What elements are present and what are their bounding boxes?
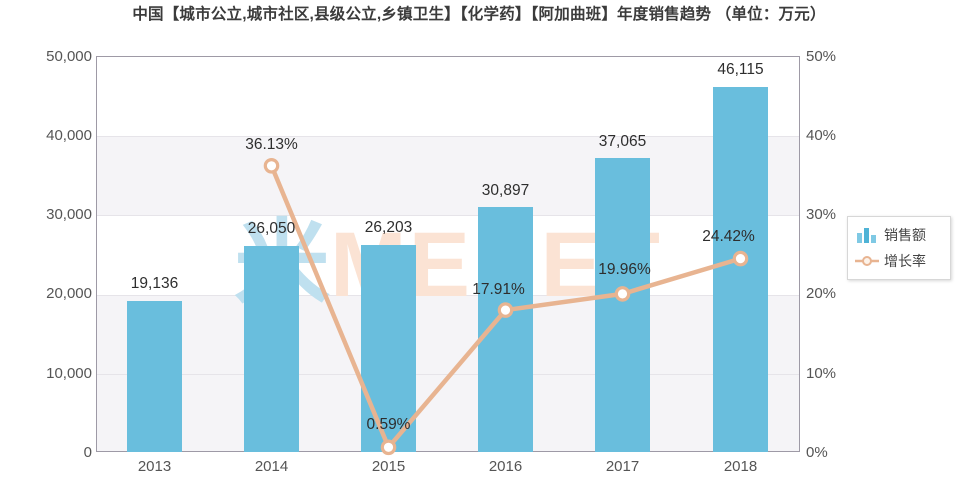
growth-label-2017: 19.96%	[598, 261, 651, 278]
bar-2018[interactable]	[713, 86, 768, 452]
bar-label-2013: 19,136	[130, 275, 179, 292]
y-axis-left-tick: 50,000	[46, 48, 92, 65]
bar-2014[interactable]	[244, 245, 299, 452]
bar-2015[interactable]	[361, 244, 416, 452]
x-axis-tick-2018: 2018	[723, 458, 758, 475]
plot-band	[97, 136, 799, 216]
growth-label-2016: 17.91%	[472, 281, 525, 298]
line-series-growthrate	[96, 56, 800, 456]
bar-label-2015: 26,203	[364, 219, 413, 236]
marker-2015[interactable]	[380, 439, 397, 456]
legend-item-salesamount[interactable]: 销售额	[854, 222, 946, 248]
growth-rate-markers	[263, 158, 749, 456]
y-axis-left-tick: 30,000	[46, 206, 92, 223]
y-axis-right-tick: 30%	[806, 206, 837, 223]
legend-item-growthrate[interactable]: 增长率	[854, 248, 946, 274]
x-axis-tick-2016: 2016	[488, 458, 523, 475]
growth-rate-line-svg	[263, 158, 749, 456]
bar-chart-icon	[854, 226, 880, 244]
marker-2016[interactable]	[497, 302, 514, 318]
y-axis-right-tick: 50%	[806, 48, 837, 65]
y-axis-left-tick: 40,000	[46, 127, 92, 144]
growth-label-2015: 0.59%	[366, 416, 411, 433]
bar-label-2016: 30,897	[481, 182, 530, 199]
plot-band	[97, 294, 799, 374]
chart-legend[interactable]: 销售额 增长率	[847, 216, 951, 280]
line-marker-icon	[854, 252, 880, 270]
marker-2014[interactable]	[263, 158, 280, 174]
marker-2017[interactable]	[614, 286, 631, 302]
bar-label-2018: 46,115	[717, 61, 764, 78]
y-axis-right-tick: 40%	[806, 127, 837, 144]
bar-label-2017: 37,065	[598, 133, 647, 150]
x-axis-tick-2015: 2015	[371, 458, 406, 475]
x-axis-tick-2017: 2017	[605, 458, 640, 475]
gridline	[97, 294, 799, 296]
y-axis-right-tick: 20%	[806, 285, 837, 302]
plot-band	[97, 373, 799, 451]
data-labels: 19,136 26,050 26,203 30,897 37,065 46,11…	[96, 56, 800, 452]
y-axis-left-tick: 20,000	[46, 285, 92, 302]
growth-label-2014: 36.13%	[245, 136, 298, 153]
y-axis-right-tick: 0%	[806, 444, 828, 461]
bar-2017[interactable]	[595, 158, 650, 452]
plot-area	[96, 56, 800, 452]
gridline	[97, 215, 799, 217]
bar-series-salesamount	[96, 56, 800, 452]
x-axis-tick-2013: 2013	[137, 458, 172, 475]
marker-2018[interactable]	[732, 250, 749, 267]
y-axis-right-tick: 10%	[806, 365, 837, 382]
x-axis-tick-2014: 2014	[254, 458, 289, 475]
gridline	[97, 136, 799, 138]
page-title: 中国【城市公立,城市社区,县级公立,乡镇卫生】【化学药】【阿加曲班】年度销售趋势…	[132, 6, 826, 23]
legend-label-salesamount: 销售额	[884, 228, 926, 244]
bar-label-2014: 26,050	[247, 220, 296, 237]
growth-label-2018: 24.42%	[702, 228, 755, 245]
y-axis-left-tick: 0	[83, 444, 92, 461]
legend-label-growthrate: 增长率	[884, 254, 926, 270]
y-axis-left-tick: 10,000	[46, 365, 92, 382]
bar-2013[interactable]	[127, 300, 182, 452]
